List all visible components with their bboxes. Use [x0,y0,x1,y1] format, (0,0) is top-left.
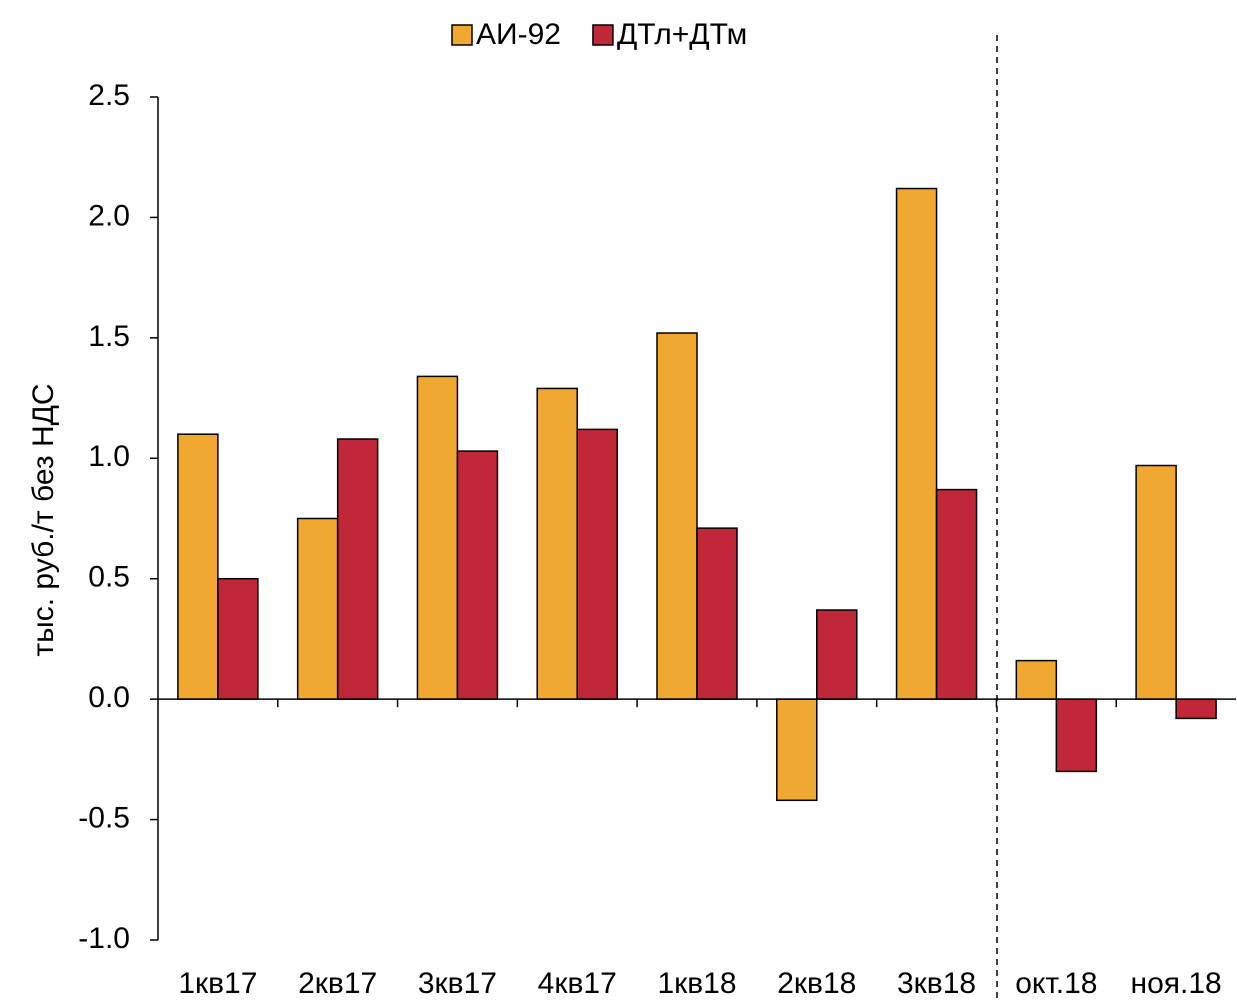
bar [456,450,499,700]
legend-label: АИ-92 [476,18,561,51]
x-tick-label: 2кв18 [777,967,856,1000]
y-tick-label: 0.5 [88,561,130,594]
bar [217,577,259,700]
legend-swatch [451,24,473,46]
bar [816,609,858,700]
bar [177,433,219,700]
bar [416,375,459,700]
bar [576,428,618,700]
legend-swatch [592,24,614,46]
x-tick-label: 1кв18 [657,967,736,1000]
bar [296,517,339,700]
x-tick-label: 3кв18 [897,967,976,1000]
x-tick-label: 1кв17 [178,967,257,1000]
y-tick-label: -1.0 [78,922,130,955]
y-tick-label: 1.0 [88,440,130,473]
bar [895,187,938,700]
x-tick-label: окт.18 [1015,967,1097,1000]
bar [776,698,818,802]
y-axis-label: тыс. руб./т без НДС [27,383,60,656]
bar [1135,464,1177,700]
y-tick-label: -0.5 [78,801,130,834]
bar [336,438,379,700]
bar [1055,698,1098,773]
y-tick-label: 1.5 [88,320,130,353]
y-tick-label: 2.5 [88,79,130,112]
x-tick-label: 4кв17 [538,967,617,1000]
bar [536,387,578,700]
y-tick-label: 2.0 [88,199,130,232]
bar [696,527,738,700]
bar [1015,659,1058,700]
x-tick-label: 2кв17 [298,967,377,1000]
bar [935,488,978,700]
y-tick-label: 0.0 [88,681,130,714]
x-tick-label: 3кв17 [418,967,497,1000]
x-tick-label: ноя.18 [1131,967,1222,1000]
bar [656,332,698,700]
legend-label: ДТл+ДТм [617,18,747,51]
bar [1175,698,1217,720]
